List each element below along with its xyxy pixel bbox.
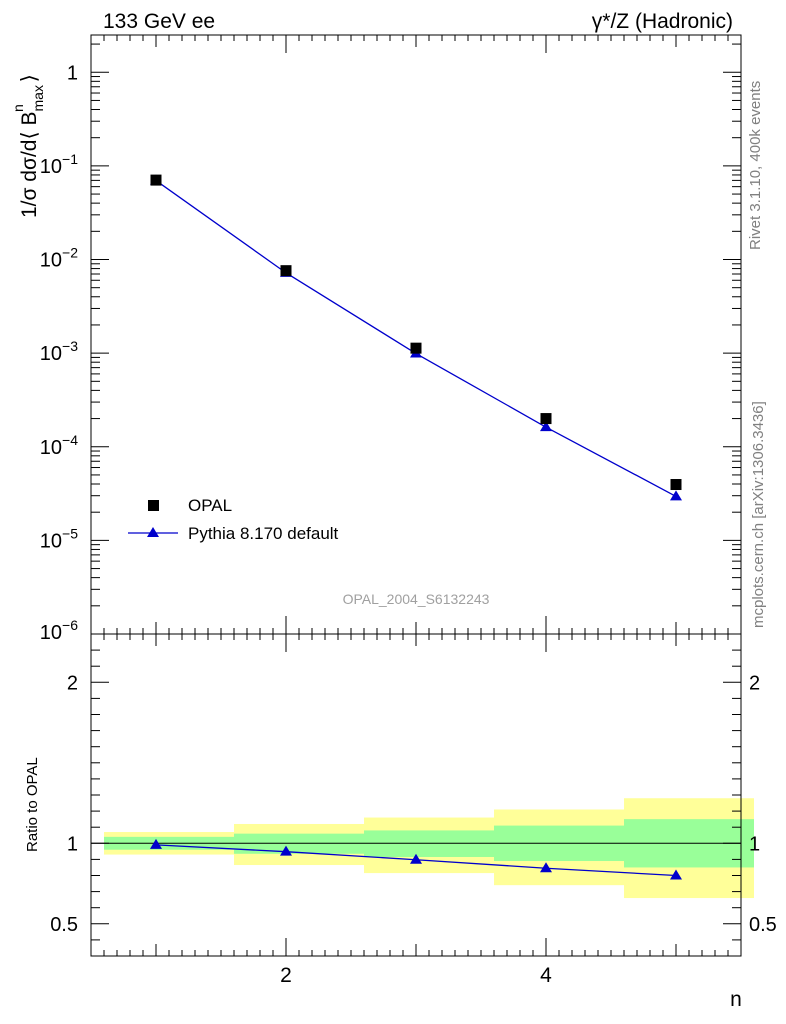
opal-point (410, 342, 422, 354)
ratio-y-tick-label: 0.5 (50, 914, 78, 936)
y-tick-label: 10−5 (40, 525, 78, 552)
ratio-pythia-point (280, 845, 292, 856)
process-label: 133 GeV ee (103, 10, 215, 33)
main-marks (150, 174, 682, 501)
x-axis-title: n (730, 988, 742, 1011)
opal-point (280, 265, 292, 277)
x-tick-label: 4 (540, 964, 552, 987)
ratio-y-tick-label: 1 (67, 833, 78, 855)
ratio-bands (91, 798, 754, 899)
ratio-pythia-point (150, 838, 162, 849)
legend-opal-label: OPAL (188, 496, 232, 515)
source-label: mcplots.cern.ch [arXiv:1306.3436] (750, 401, 767, 628)
ratio-y-tick-label-right: 2 (749, 672, 760, 694)
ratio-marks (150, 838, 682, 880)
pythia-point (540, 421, 552, 432)
y-tick-label: 10−1 (40, 151, 78, 178)
channel-label: γ*/Z (Hadronic) (592, 10, 733, 33)
ratio-y-tick-label-right: 1 (749, 833, 760, 855)
y-tick-label: 10−6 (40, 617, 78, 644)
pythia-line (155, 180, 677, 497)
legend-pythia-marker (147, 527, 159, 537)
y-tick-label: 10−2 (40, 245, 78, 272)
main-frame (90, 34, 742, 635)
rivet-label: Rivet 3.1.10, 400k events (747, 81, 764, 250)
opal-point (670, 479, 682, 491)
y-tick-label: 1 (67, 62, 78, 84)
ratio-frame (90, 633, 742, 957)
pythia-point (670, 490, 682, 501)
ratio-pythia-point (540, 862, 552, 873)
legend: OPAL Pythia 8.170 default (128, 496, 339, 543)
opal-point (540, 413, 552, 425)
ratio-ylabel: Ratio to OPAL (24, 757, 41, 852)
ratio-y-tick-label-right: 0.5 (749, 914, 777, 936)
main-ylabel: 1/σ dσ/d⟨ Bmaxn ⟩ (10, 74, 46, 218)
legend-opal-marker (148, 500, 159, 511)
ratio-y-tick-label: 2 (67, 672, 78, 694)
x-tick-label: 2 (280, 964, 292, 987)
y-tick-label: 10−3 (40, 338, 78, 365)
opal-point (150, 174, 162, 186)
y-tick-label: 10−4 (40, 432, 78, 459)
legend-pythia-label: Pythia 8.170 default (188, 524, 339, 543)
axes: 2 4 1 10−1 10−2 10−3 10−4 10−5 10−6 0.5 0.5 1 1 2 2 (40, 34, 777, 987)
ratio-pythia-point (670, 869, 682, 880)
ratio-pythia-point (410, 853, 422, 864)
analysis-watermark: OPAL_2004_S6132243 (343, 591, 490, 607)
